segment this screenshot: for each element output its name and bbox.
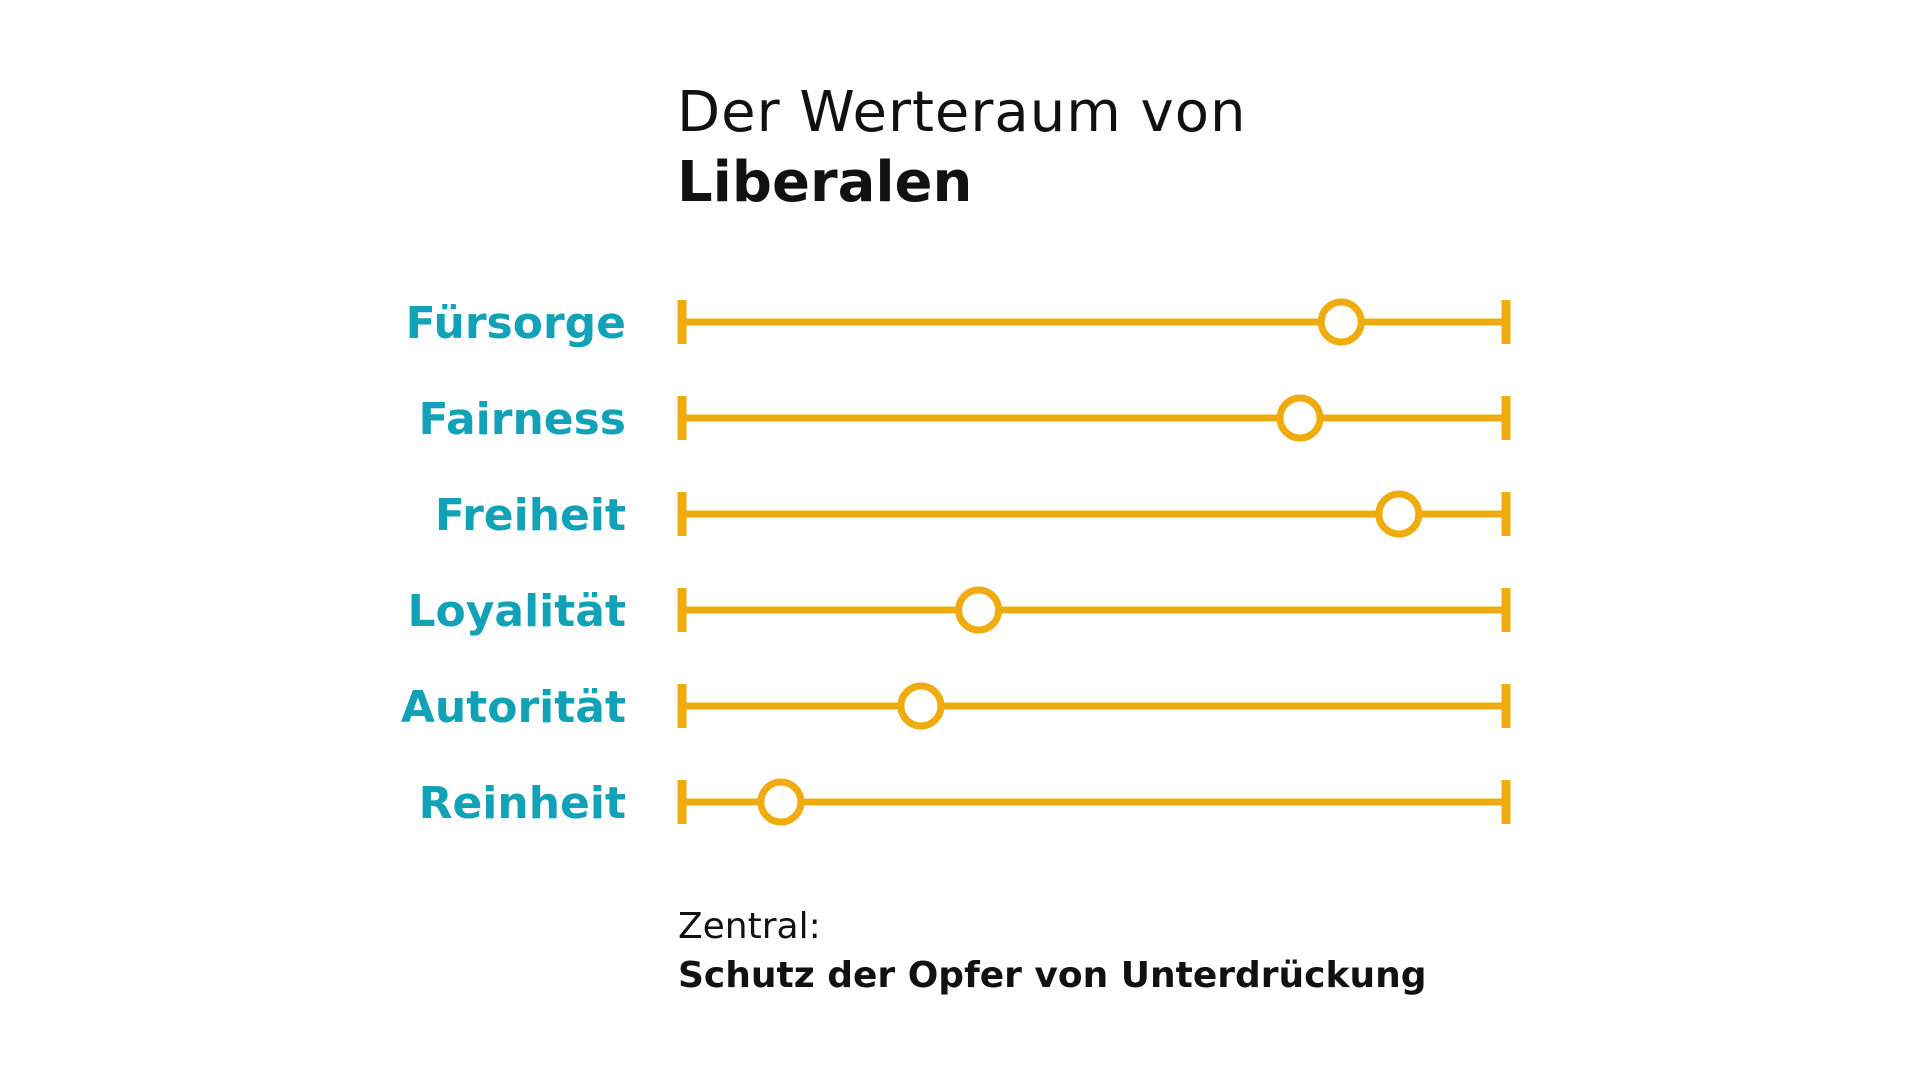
- scale-row: Reinheit: [419, 778, 1511, 829]
- scale-label: Freiheit: [435, 490, 626, 541]
- chart-title: Der Werteraum von Liberalen: [677, 78, 1246, 218]
- scale-row: Autorität: [401, 682, 1511, 733]
- scale-label: Loyalität: [407, 586, 626, 637]
- scale-row: Freiheit: [435, 490, 1511, 541]
- value-marker: [1317, 298, 1365, 346]
- chart-footer: Zentral: Schutz der Opfer von Unterdrück…: [678, 903, 1427, 1000]
- chart-title-line1: Der Werteraum von: [677, 80, 1247, 145]
- scale-label: Fairness: [419, 394, 627, 445]
- value-marker: [955, 586, 1003, 634]
- value-marker: [897, 682, 945, 730]
- scale-label: Reinheit: [419, 778, 626, 829]
- footer-text: Schutz der Opfer von Unterdrückung: [678, 954, 1427, 996]
- value-marker: [757, 778, 805, 826]
- chart-title-line2: Liberalen: [677, 150, 973, 215]
- value-marker: [1375, 490, 1423, 538]
- footer-label: Zentral:: [678, 906, 821, 947]
- scale-row: Fürsorge: [406, 298, 1511, 349]
- scale-row: Loyalität: [407, 586, 1511, 637]
- value-marker: [1276, 394, 1324, 442]
- scale-row: Fairness: [419, 394, 1511, 445]
- scale-label: Fürsorge: [406, 298, 626, 349]
- scale-label: Autorität: [401, 682, 626, 733]
